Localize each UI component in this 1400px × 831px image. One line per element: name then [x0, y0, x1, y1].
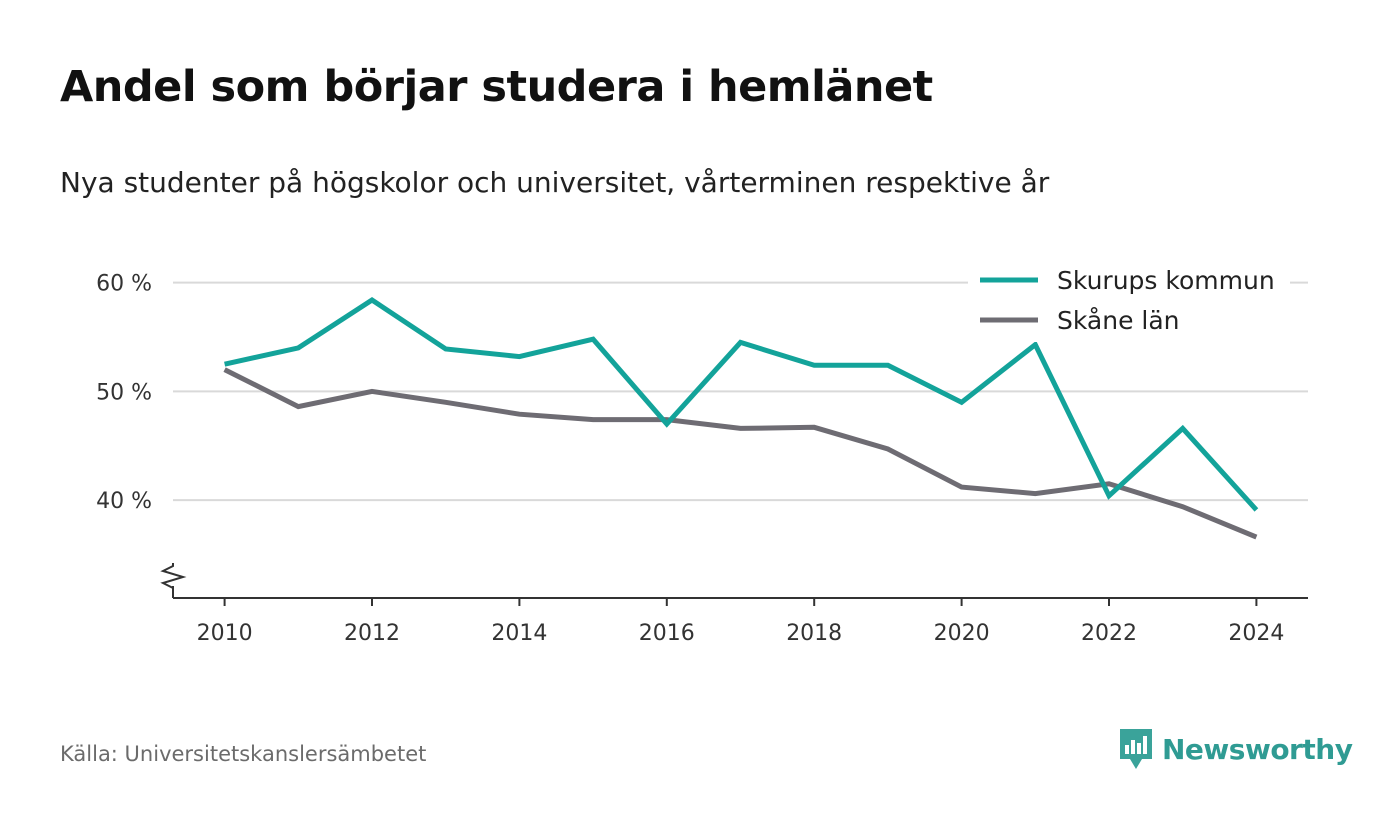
newsworthy-logo-icon: [1120, 729, 1152, 769]
x-tick-label: 2022: [1081, 621, 1137, 646]
series-line-skane-lan: [223, 367, 1258, 540]
axes: 40 % 50 % 60 % 2010 2012 2014 2016 2018 2020 2022…: [96, 272, 1308, 646]
brand-name: Newsworthy: [1162, 732, 1353, 766]
x-tick-label: 2018: [786, 621, 842, 646]
y-tick-label: 50 %: [96, 380, 152, 405]
series-line-skurups-kommun: [224, 297, 1259, 512]
series-lines: [223, 297, 1259, 540]
line-chart: 40 % 50 % 60 % 2010 2012 2014 2016 2018 2020 2022…: [96, 258, 1308, 646]
brand-logo: Newsworthy: [1118, 727, 1353, 771]
x-tick-label: 2020: [934, 621, 990, 646]
y-tick-label: 60 %: [96, 272, 152, 297]
legend-label: Skåne län: [1057, 306, 1180, 335]
axis-break-icon: [160, 563, 187, 589]
x-tick-label: 2012: [344, 621, 400, 646]
legend: Skurups kommun Skåne län: [968, 258, 1290, 342]
x-tick-label: 2016: [639, 621, 695, 646]
x-tick-label: 2024: [1228, 621, 1284, 646]
chart-title: Andel som börjar studera i hemlänet: [60, 62, 933, 112]
x-tick-label: 2014: [491, 621, 547, 646]
chart-subtitle: Nya studenter på högskolor och universit…: [60, 166, 1050, 199]
y-tick-label: 40 %: [96, 489, 152, 514]
x-tick-label: 2010: [197, 621, 253, 646]
legend-background: [968, 258, 1290, 342]
legend-label: Skurups kommun: [1057, 266, 1275, 295]
source-note: Källa: Universitetskanslersämbetet: [60, 742, 427, 766]
